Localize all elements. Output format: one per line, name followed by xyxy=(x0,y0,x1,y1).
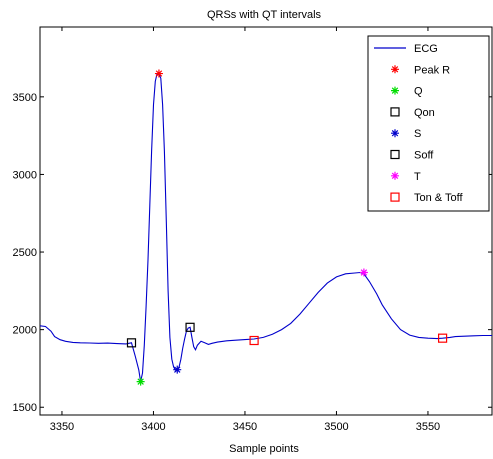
x-tick-label: 3550 xyxy=(416,421,440,433)
ton-toff-marker xyxy=(249,335,259,346)
x-tick-label: 3500 xyxy=(324,421,348,433)
legend-peak-r-marker xyxy=(391,65,399,74)
legend-box xyxy=(367,35,490,212)
qon-marker xyxy=(126,338,137,348)
s-marker xyxy=(173,365,182,374)
legend-label-q: Q xyxy=(414,86,423,98)
y-tick-label: 3500 xyxy=(13,92,37,104)
legend: ECG Peak R Q Qon S Soff T Ton & Toff xyxy=(367,35,490,212)
legend-q-marker xyxy=(391,86,399,95)
x-tick-label: 3400 xyxy=(141,421,165,433)
x-tick-label: 3450 xyxy=(233,421,257,433)
t-marker xyxy=(359,268,368,277)
legend-label-s: S xyxy=(414,128,421,140)
legend-label-t: T xyxy=(414,171,421,183)
y-tick-label: 2500 xyxy=(13,247,37,259)
y-tick-label: 3000 xyxy=(13,169,37,181)
y-tick-label: 2000 xyxy=(13,325,37,337)
peak-r-marker xyxy=(154,69,163,78)
legend-ton-toff-marker xyxy=(390,192,400,202)
y-tick-label: 1500 xyxy=(13,402,37,414)
legend-label-qon: Qon xyxy=(414,107,435,119)
chart-title: QRSs with QT intervals xyxy=(207,9,322,21)
legend-label-ecg: ECG xyxy=(414,43,438,55)
soff-marker xyxy=(185,322,195,332)
x-axis-label: Sample points xyxy=(229,443,299,455)
plot-area: 3350 3400 3450 3500 3550 1500 2000 2500 3000 3500 xyxy=(13,26,493,433)
q-marker xyxy=(136,377,145,386)
ecg-series-line xyxy=(40,73,492,382)
x-tick-label: 3350 xyxy=(50,421,74,433)
legend-s-marker xyxy=(391,129,399,138)
legend-label-soff: Soff xyxy=(414,150,434,162)
axes-box xyxy=(39,26,493,416)
ton-toff-marker xyxy=(437,333,448,343)
legend-label-peak-r: Peak R xyxy=(414,64,450,76)
legend-label-ton-toff: Ton & Toff xyxy=(414,192,463,204)
legend-t-marker xyxy=(391,171,399,180)
legend-qon-marker xyxy=(390,107,400,117)
legend-soff-marker xyxy=(390,149,400,160)
